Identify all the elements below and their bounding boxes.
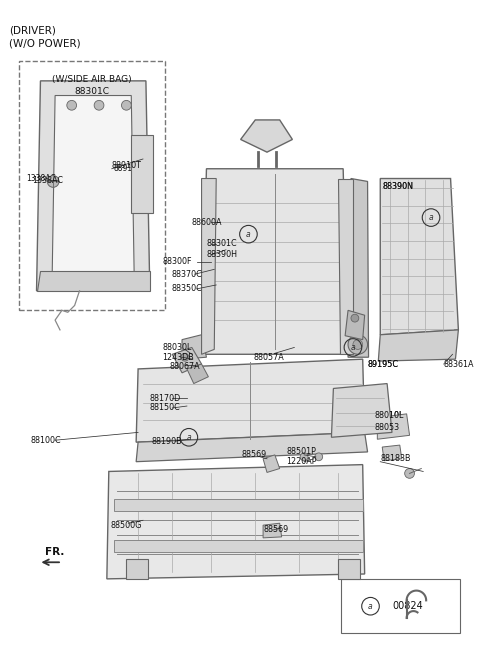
Polygon shape <box>378 330 458 361</box>
Text: 88030L: 88030L <box>163 343 192 352</box>
Polygon shape <box>332 384 392 437</box>
Text: 88190B: 88190B <box>152 437 182 446</box>
Circle shape <box>94 101 104 110</box>
Text: 88361A: 88361A <box>444 360 474 369</box>
Polygon shape <box>202 178 216 354</box>
Text: 88569: 88569 <box>241 450 267 459</box>
Text: 88910T: 88910T <box>112 162 142 170</box>
Polygon shape <box>172 347 202 373</box>
Polygon shape <box>131 134 153 213</box>
Polygon shape <box>348 178 369 357</box>
Text: a: a <box>350 343 355 352</box>
Text: 00824: 00824 <box>392 601 423 611</box>
Polygon shape <box>338 178 353 354</box>
Text: 88301C: 88301C <box>206 239 237 249</box>
Bar <box>19 62 166 310</box>
Polygon shape <box>187 364 208 384</box>
Text: 88501P: 88501P <box>287 447 316 456</box>
Text: 1338AC: 1338AC <box>26 174 55 183</box>
Polygon shape <box>240 120 292 152</box>
Polygon shape <box>345 310 365 339</box>
Text: 88500G: 88500G <box>111 520 142 530</box>
Text: 88010L: 88010L <box>374 411 404 421</box>
Circle shape <box>351 314 359 322</box>
Text: (W/SIDE AIR BAG): (W/SIDE AIR BAG) <box>52 75 132 84</box>
Text: 88390N: 88390N <box>382 182 413 191</box>
Text: 89195C: 89195C <box>368 360 398 369</box>
Circle shape <box>405 469 414 478</box>
Polygon shape <box>382 445 402 461</box>
Text: a: a <box>246 230 251 239</box>
Text: 88301C: 88301C <box>75 87 110 95</box>
Circle shape <box>353 339 363 349</box>
Text: 88010L: 88010L <box>374 411 404 421</box>
Polygon shape <box>263 523 282 538</box>
Polygon shape <box>114 540 363 552</box>
Text: (DRIVER): (DRIVER) <box>9 25 56 35</box>
Text: 88350C: 88350C <box>171 284 202 293</box>
Polygon shape <box>338 559 360 579</box>
Text: 88390N: 88390N <box>382 182 413 191</box>
Polygon shape <box>136 359 365 442</box>
Text: a: a <box>368 602 373 611</box>
Text: 88370C: 88370C <box>171 270 202 278</box>
Circle shape <box>348 335 368 354</box>
Text: 88170D: 88170D <box>150 394 181 403</box>
Polygon shape <box>114 499 363 511</box>
Circle shape <box>121 101 131 110</box>
Text: 88390H: 88390H <box>206 250 238 259</box>
Polygon shape <box>377 414 409 439</box>
Polygon shape <box>202 169 348 354</box>
Circle shape <box>300 453 308 461</box>
Circle shape <box>181 353 189 361</box>
Polygon shape <box>107 465 365 579</box>
Circle shape <box>48 176 59 188</box>
Circle shape <box>315 453 323 461</box>
Polygon shape <box>36 271 150 291</box>
Text: 1243DB: 1243DB <box>163 352 194 361</box>
Text: 88057A: 88057A <box>253 352 284 361</box>
Text: 88067A: 88067A <box>169 363 200 371</box>
Text: 88300F: 88300F <box>163 257 192 266</box>
Text: 88600A: 88600A <box>192 218 222 227</box>
Text: (W/O POWER): (W/O POWER) <box>9 39 81 49</box>
Text: 88100C: 88100C <box>31 435 61 445</box>
Polygon shape <box>182 335 206 359</box>
Text: a: a <box>187 433 191 442</box>
Polygon shape <box>52 95 134 276</box>
Text: a: a <box>429 213 433 222</box>
Text: 88053: 88053 <box>374 423 399 432</box>
Bar <box>341 579 460 633</box>
Polygon shape <box>36 81 150 291</box>
Text: FR.: FR. <box>45 547 65 557</box>
Text: 88183B: 88183B <box>380 454 411 463</box>
Text: 1220AP: 1220AP <box>287 457 317 466</box>
Text: 88053: 88053 <box>374 423 399 432</box>
Text: 88150C: 88150C <box>150 404 180 413</box>
Text: 89195C: 89195C <box>368 360 398 369</box>
Text: 1338AC: 1338AC <box>33 176 64 185</box>
Circle shape <box>67 101 77 110</box>
Text: 88910T: 88910T <box>114 164 142 173</box>
Polygon shape <box>136 432 368 461</box>
Text: 88569: 88569 <box>263 524 288 533</box>
Polygon shape <box>263 455 280 472</box>
Polygon shape <box>126 559 148 579</box>
Polygon shape <box>380 178 458 335</box>
